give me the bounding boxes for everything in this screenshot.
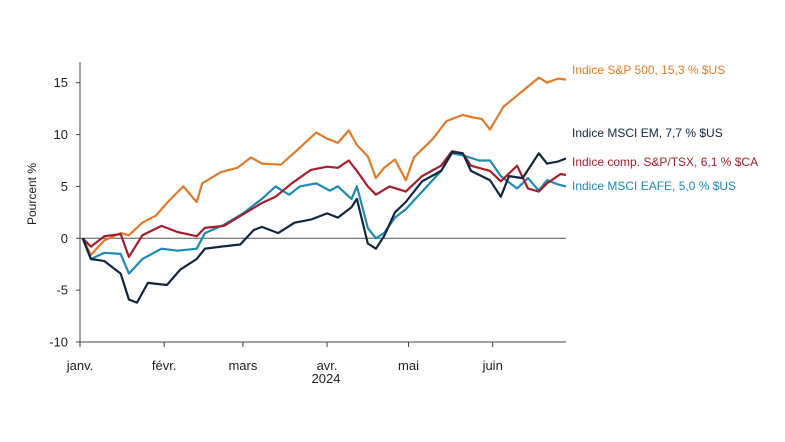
series-label-3: Indice MSCI EAFE, 5,0 % $US	[572, 179, 736, 193]
y-tick-label: 10	[54, 127, 68, 142]
x-tick-label: janv.	[66, 358, 94, 373]
series-line-3	[81, 152, 567, 275]
series-line-0	[81, 76, 567, 256]
y-tick-label: 0	[61, 231, 68, 246]
series-line-1	[81, 151, 567, 304]
y-tick-label: -10	[49, 335, 68, 350]
y-tick-label: -5	[56, 283, 68, 298]
series-label-0: Indice S&P 500, 15,3 % $US	[572, 63, 725, 77]
series-line-2	[81, 150, 567, 259]
x-axis-year-label: 2024	[312, 371, 341, 386]
series-label-2: Indice comp. S&P/TSX, 6,1 % $CA	[572, 155, 758, 169]
x-tick-label: mai	[398, 358, 419, 373]
y-tick-label: 5	[61, 179, 68, 194]
y-axis-title: Pourcent %	[25, 163, 39, 225]
series-labels: Indice S&P 500, 15,3 % $US Indice MSCI EM…	[572, 63, 758, 193]
axes: -10 -5 0 5 10 15 janv. févr. mars avr. mai juin	[49, 62, 566, 373]
x-tick-label: mars	[228, 358, 257, 373]
x-tick-label: avr.	[317, 358, 338, 373]
x-tick-label: juin	[482, 358, 503, 373]
y-tick-label: 15	[54, 75, 68, 90]
x-tick-label: févr.	[152, 358, 177, 373]
series-label-1: Indice MSCI EM, 7,7 % $US	[572, 126, 723, 140]
series-lines	[81, 76, 567, 304]
